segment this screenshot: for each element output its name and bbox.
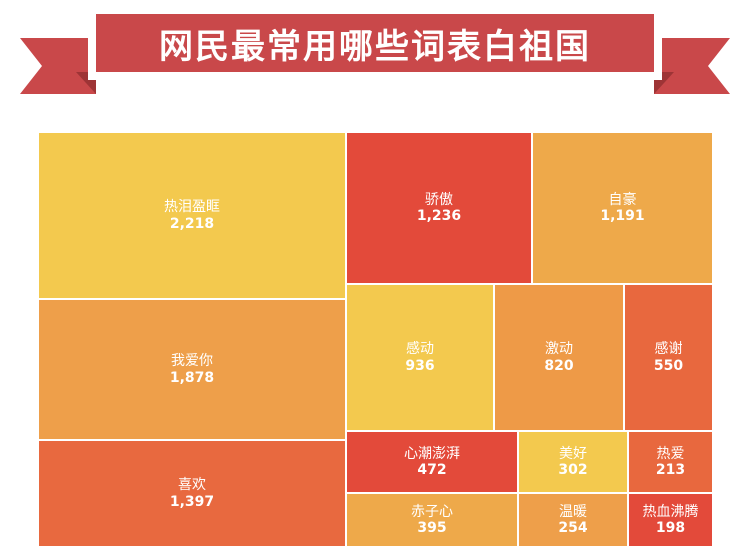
banner-ribbon-right [654, 38, 730, 94]
treemap-cell-label: 激动 [545, 341, 573, 358]
treemap-cell-label: 温暖 [559, 503, 587, 520]
treemap-cell-value: 1,878 [169, 369, 215, 386]
treemap-cell: 心潮澎湃 472 [346, 431, 518, 493]
treemap-cell-label: 美好 [559, 445, 587, 462]
treemap-cell: 感动 936 [346, 284, 494, 431]
treemap-cell-value: 550 [653, 357, 684, 374]
title-banner [20, 6, 730, 94]
treemap-cell-value: 1,191 [600, 208, 645, 224]
treemap-cell-label: 骄傲 [425, 191, 453, 208]
treemap-cell: 自豪 1,191 [532, 132, 713, 284]
treemap-cell-label: 赤子心 [411, 503, 453, 520]
treemap-cell: 温暖 254 [518, 493, 628, 547]
treemap-cell: 激动 820 [494, 284, 624, 431]
treemap-cell-value: 820 [544, 357, 574, 374]
treemap-cell-value: 198 [655, 520, 686, 536]
treemap-cell-value: 472 [417, 462, 447, 478]
banner-main-inner [96, 14, 654, 72]
chart-title: 网民最常用哪些词表白祖国 [159, 26, 591, 67]
treemap-cell-value: 1,236 [416, 208, 462, 224]
treemap-cell-label: 心潮澎湃 [404, 445, 460, 462]
treemap-cell-value: 254 [558, 520, 588, 536]
treemap-cell: 感谢 550 [624, 284, 713, 431]
banner-ribbon-left [20, 38, 96, 94]
treemap-cell-label: 热爱 [656, 445, 685, 462]
treemap-cell: 热泪盈眶 2,218 [38, 132, 346, 299]
treemap-cell: 骄傲 1,236 [346, 132, 532, 284]
treemap-cell: 我爱你 1,878 [38, 299, 346, 440]
treemap-cell-label: 我爱你 [171, 353, 213, 370]
treemap-cell-value: 302 [558, 462, 588, 478]
treemap-cell-label: 喜欢 [178, 477, 206, 494]
treemap-cell: 喜欢 1,397 [38, 440, 346, 547]
treemap-cell: 热爱 213 [628, 431, 713, 493]
treemap-cell-label: 感动 [406, 341, 434, 358]
treemap-cell-value: 936 [405, 357, 435, 374]
treemap-chart: 热泪盈眶 2,218 我爱你 1,878 喜欢 1,397 骄傲 1,236 自豪 1,191 感动… [38, 132, 713, 547]
treemap-cell: 赤子心 395 [346, 493, 518, 547]
treemap-cell-label: 热血沸腾 [642, 503, 699, 520]
treemap-cell-value: 1,397 [169, 493, 215, 510]
treemap-cell-label: 热泪盈眶 [164, 199, 220, 216]
treemap-cell-value: 213 [655, 462, 686, 478]
treemap-cell-label: 感谢 [654, 341, 683, 358]
treemap-cell-value: 2,218 [169, 215, 215, 232]
treemap-cell: 美好 302 [518, 431, 628, 493]
treemap-cell: 热血沸腾 198 [628, 493, 713, 547]
treemap-cell-value: 395 [417, 520, 447, 536]
treemap-cell-label: 自豪 [608, 191, 637, 208]
